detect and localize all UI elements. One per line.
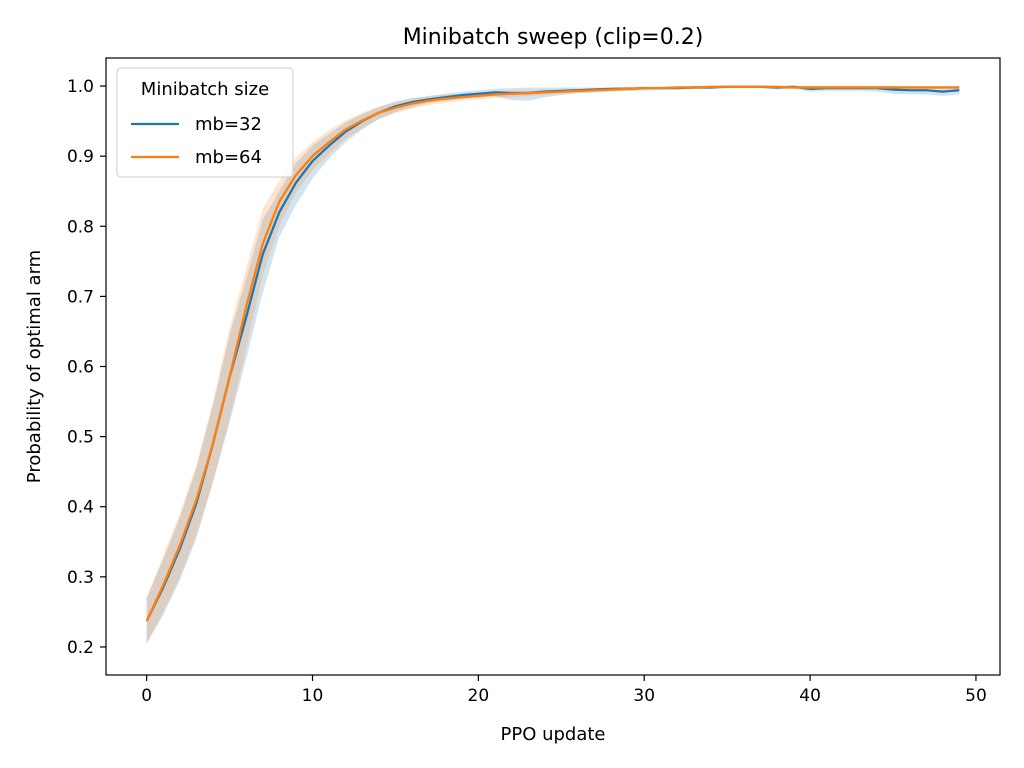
y-tick-label: 0.7 <box>67 287 94 307</box>
x-axis-label: PPO update <box>500 724 605 745</box>
x-tick-label: 40 <box>799 686 821 706</box>
y-axis-label: Probability of optimal arm <box>24 250 45 483</box>
legend: Minibatch size mb=32 mb=64 <box>116 67 294 178</box>
line-mb64 <box>145 85 960 622</box>
y-tick-label: 1.0 <box>67 77 94 97</box>
y-tick-label: 0.6 <box>67 358 94 378</box>
x-tick-label: 0 <box>141 686 152 706</box>
y-tick-label: 0.5 <box>67 428 94 448</box>
legend-label-mb32: mb=32 <box>195 114 262 135</box>
x-tick-label: 10 <box>302 686 324 706</box>
legend-title: Minibatch size <box>141 79 269 100</box>
y-tick-label: 0.2 <box>67 638 94 658</box>
chart-title: Minibatch sweep (clip=0.2) <box>403 25 704 50</box>
y-tick-label: 0.9 <box>67 147 94 167</box>
legend-label-mb64: mb=64 <box>195 147 262 168</box>
x-tick-label: 30 <box>633 686 655 706</box>
x-tick-label: 20 <box>468 686 490 706</box>
y-axis-ticks: 0.2 0.3 0.4 0.5 0.6 0.7 0.8 0.9 1.0 <box>67 77 106 658</box>
legend-box <box>116 67 294 178</box>
x-axis-ticks: 0 10 20 30 40 50 <box>141 675 987 706</box>
y-tick-label: 0.8 <box>67 217 94 237</box>
x-tick-label: 50 <box>965 686 987 706</box>
series-lines <box>145 85 960 622</box>
y-tick-label: 0.4 <box>67 498 94 518</box>
y-tick-label: 0.3 <box>67 568 94 588</box>
